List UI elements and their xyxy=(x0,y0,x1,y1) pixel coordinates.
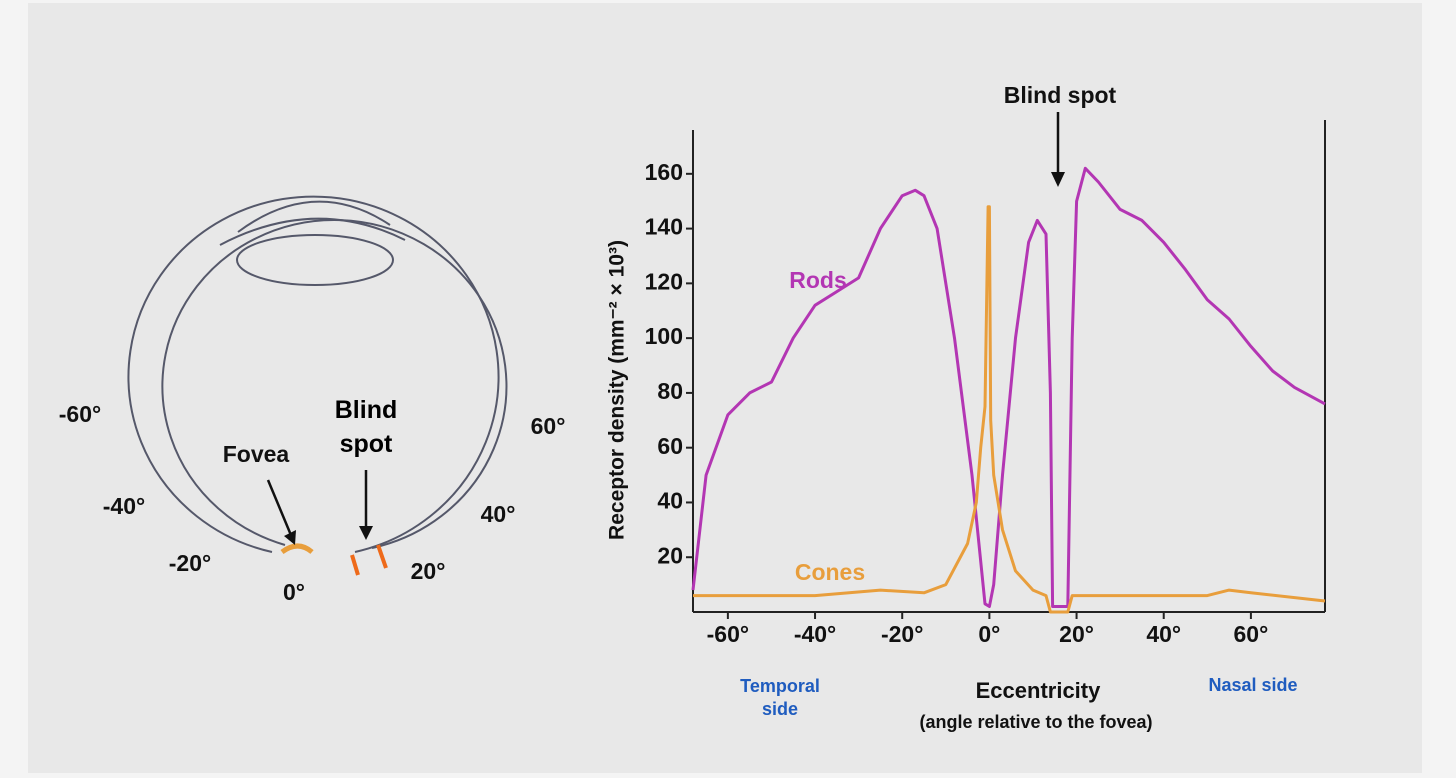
blind-spot-mark xyxy=(350,544,388,576)
y-tick-label: 20 xyxy=(657,542,683,568)
annotation: Blind spot xyxy=(1004,82,1117,108)
arrow xyxy=(266,479,295,541)
y-tick-label: 60 xyxy=(657,433,683,459)
x-tick-label: -20° xyxy=(881,621,923,647)
angle-label: 60° xyxy=(531,413,566,439)
x-tick-label: 0° xyxy=(978,621,1000,647)
angle-label: -60° xyxy=(59,401,101,427)
y-axis-label: Receptor density (mm⁻² × 10³) xyxy=(606,240,629,540)
x-axis-note: (angle relative to the fovea) xyxy=(919,712,1152,732)
series-label: Rods xyxy=(789,267,847,293)
angle-label: -40° xyxy=(103,493,145,519)
x-tick-label: 40° xyxy=(1146,621,1181,647)
y-tick-label: 40 xyxy=(657,488,683,514)
angle-label: 20° xyxy=(411,558,446,584)
angle-label: 0° xyxy=(283,579,305,605)
series-label: Cones xyxy=(795,559,865,585)
x-tick-label: -40° xyxy=(794,621,836,647)
series-line xyxy=(693,205,1326,614)
arrow-head xyxy=(284,530,296,545)
y-tick-label: 160 xyxy=(645,159,683,185)
angle-label: 40° xyxy=(481,501,516,527)
y-tick-label: 80 xyxy=(657,378,683,404)
x-tick-label: 20° xyxy=(1059,621,1094,647)
side-label: Temporal side xyxy=(740,676,820,719)
side-label: Nasal side xyxy=(1208,675,1298,695)
series-line xyxy=(691,166,1326,608)
y-tick-label: 140 xyxy=(645,214,683,240)
y-tick-label: 120 xyxy=(645,268,683,294)
x-axis-label: Eccentricity xyxy=(976,678,1101,703)
fovea-label: Fovea xyxy=(223,441,290,467)
angle-label: -20° xyxy=(169,550,211,576)
y-tick-label: 100 xyxy=(645,323,683,349)
arrow-head xyxy=(359,526,373,540)
arrow-head xyxy=(1051,172,1065,187)
x-tick-label: -60° xyxy=(707,621,749,647)
blind-spot-label: Blind spot xyxy=(334,396,398,458)
eye-drawing xyxy=(127,195,508,553)
panel xyxy=(28,3,1422,773)
fovea-mark xyxy=(280,543,314,555)
x-tick-label: 60° xyxy=(1234,621,1269,647)
